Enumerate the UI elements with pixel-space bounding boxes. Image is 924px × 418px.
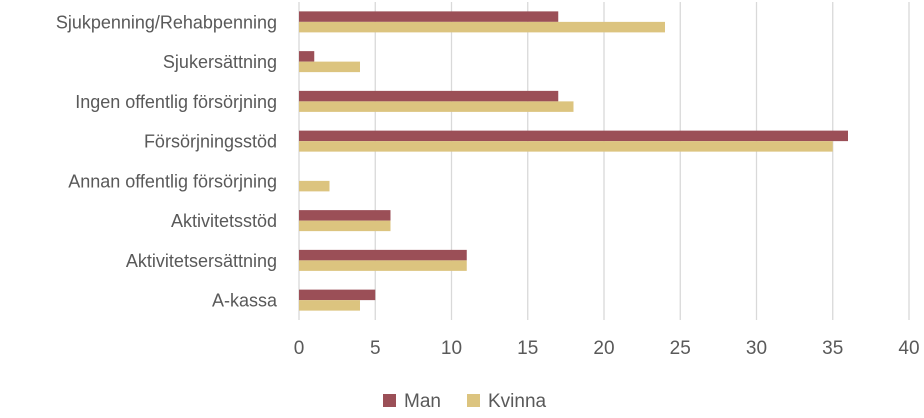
x-axis-tick-labels: 0 5 10 15 20 25 30 35 40: [294, 338, 920, 359]
bars-group: [299, 11, 848, 311]
category-label: A-kassa: [212, 291, 278, 311]
bar-man: [299, 130, 848, 142]
category-label: Sjukpenning/Rehabpenning: [56, 12, 277, 32]
category-label: Försörjningsstöd: [144, 132, 277, 152]
bar-man: [299, 210, 391, 221]
legend: Man Kvinna: [383, 391, 547, 412]
bar-kvinna: [299, 21, 665, 33]
bar-kvinna: [299, 300, 360, 311]
bar-kvinna: [299, 260, 467, 271]
category-labels: Sjukpenning/Rehabpenning Sjukersättning In…: [56, 12, 278, 310]
legend-label-man: Man: [404, 391, 441, 412]
category-label: Aktivitetsersättning: [126, 251, 277, 271]
x-tick-label: 5: [370, 338, 381, 359]
bar-kvinna: [299, 180, 330, 192]
x-tick-label: 35: [822, 338, 843, 359]
bar-kvinna: [299, 101, 574, 112]
bar-man: [299, 289, 376, 301]
bar-man: [299, 249, 467, 261]
bar-man: [299, 90, 559, 102]
bar-man: [299, 51, 315, 62]
x-tick-label: 15: [517, 338, 538, 359]
x-tick-label: 25: [670, 338, 691, 359]
category-label: Annan offentlig försörjning: [68, 171, 277, 191]
bar-kvinna: [299, 220, 391, 232]
x-tick-label: 40: [898, 338, 919, 359]
category-label: Aktivitetsstöd: [171, 211, 277, 231]
category-label: Sjukersättning: [163, 52, 277, 72]
legend-label-kvinna: Kvinna: [488, 391, 547, 412]
x-tick-label: 10: [441, 338, 462, 359]
category-label: Ingen offentlig försörjning: [75, 92, 277, 112]
bar-kvinna: [299, 61, 360, 73]
x-tick-label: 20: [593, 338, 614, 359]
legend-swatch-man: [383, 394, 396, 407]
bar-kvinna: [299, 141, 833, 152]
bar-man: [299, 11, 559, 22]
x-tick-label: 30: [746, 338, 767, 359]
legend-swatch-kvinna: [467, 394, 480, 407]
x-tick-label: 0: [294, 338, 305, 359]
gridlines: [298, 2, 910, 320]
